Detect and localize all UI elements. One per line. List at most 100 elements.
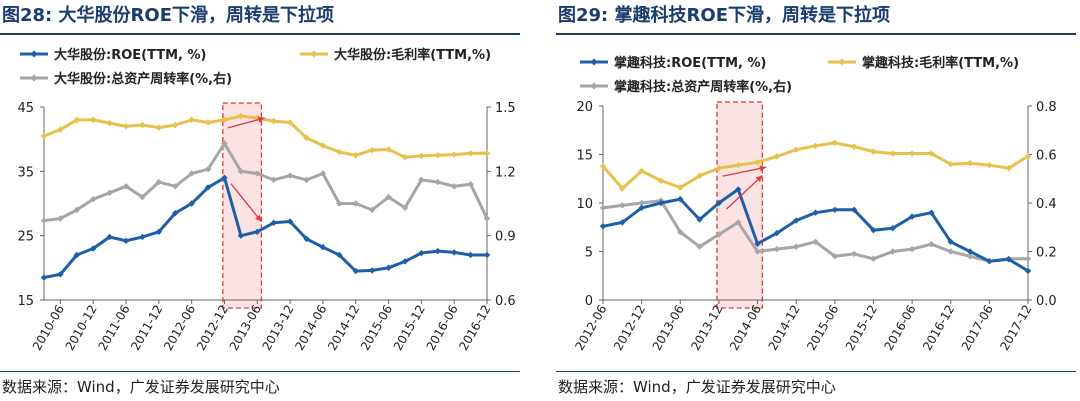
data-point (434, 178, 441, 186)
data-point (352, 267, 359, 275)
x-axis-tick-label: 2014-12 (766, 303, 803, 353)
data-point (204, 184, 212, 191)
x-axis-tick-label: 2017-06 (959, 303, 996, 353)
x-axis-tick-label: 2016-06 (424, 303, 461, 353)
left-axis-tick-label: 0 (585, 294, 593, 309)
data-point (889, 248, 896, 255)
left-axis-tick-label: 5 (585, 246, 593, 261)
data-point (286, 172, 294, 179)
data-point (947, 238, 954, 245)
data-point (773, 245, 781, 253)
data-point (122, 123, 130, 130)
title-divider (556, 33, 1076, 35)
data-point (139, 121, 146, 129)
data-point (599, 204, 607, 212)
legend-label: 大华股份:ROE(TTM, %) (54, 47, 206, 63)
legend-marker (590, 58, 598, 66)
data-point (434, 247, 441, 255)
data-point (352, 200, 359, 207)
data-point (966, 160, 974, 167)
data-point (106, 233, 113, 241)
data-point (1024, 255, 1032, 262)
data-point (122, 237, 130, 245)
data-point (450, 151, 458, 158)
legend-label: 掌趣科技:毛利率(TTM,%) (862, 55, 1019, 71)
title-divider (0, 33, 520, 35)
data-point (286, 218, 294, 225)
data-point (270, 117, 277, 125)
data-point (638, 167, 645, 175)
data-point (40, 274, 48, 281)
data-point (928, 209, 935, 216)
x-axis-tick-label: 2013-12 (260, 303, 297, 353)
data-point (812, 238, 819, 245)
data-point (188, 200, 195, 207)
data-point (90, 196, 97, 203)
data-point (368, 146, 376, 154)
data-point (106, 189, 113, 196)
left-axis-tick-label: 25 (17, 230, 34, 245)
data-point (155, 228, 163, 236)
data-point (418, 152, 425, 160)
data-point (812, 142, 819, 149)
data-point (336, 200, 343, 207)
data-point (638, 204, 645, 212)
x-axis-tick-label: 2011-12 (128, 303, 165, 353)
x-axis-tick-label: 2012-12 (194, 303, 231, 353)
x-axis-tick-label: 2013-06 (650, 303, 687, 353)
left-axis-tick-label: 35 (17, 165, 34, 180)
chart-panel-dahua: 图28: 大华股份ROE下滑，周转是下拉项 15 25 35 45 0.6 0.9 1.2 1… (0, 0, 520, 401)
roe-trend-arrow-head (255, 214, 262, 222)
data-point (73, 251, 81, 259)
data-point (303, 235, 310, 243)
data-source-note: 数据来源：Wind，广发证券发展研究中心 (2, 378, 280, 396)
gross-margin-trend-arrow-head (257, 116, 265, 123)
data-point (418, 249, 425, 257)
data-point (336, 148, 343, 156)
data-point (947, 161, 954, 168)
data-point (1024, 267, 1032, 275)
legend-marker (590, 82, 598, 90)
data-point (401, 204, 409, 211)
data-point (270, 219, 277, 226)
data-point (90, 245, 97, 252)
right-axis-tick-label: 0.4 (1036, 197, 1057, 212)
source-divider (0, 371, 520, 372)
data-point (1024, 153, 1032, 160)
legend-label: 掌趣科技:ROE(TTM, %) (614, 55, 766, 71)
data-point (57, 271, 64, 278)
data-point (319, 244, 327, 251)
data-point (139, 233, 146, 241)
roe-trend-arrow (230, 183, 262, 223)
left-axis-tick-label: 20 (576, 100, 593, 115)
data-point (483, 215, 491, 222)
data-point (850, 143, 858, 150)
right-axis-tick-label: 1.5 (495, 101, 516, 116)
data-point (908, 150, 916, 157)
right-axis-tick-label: 0.0 (1036, 294, 1057, 309)
data-point (450, 249, 458, 256)
data-source-note: 数据来源：Wind，广发证券发展研究中心 (558, 378, 836, 396)
series-line-0 (43, 176, 487, 279)
data-point (889, 150, 896, 157)
data-point (401, 153, 409, 161)
data-point (908, 245, 916, 253)
right-axis-tick-label: 0.6 (495, 294, 516, 309)
data-point (319, 170, 327, 177)
x-axis-tick-label: 2016-06 (881, 303, 918, 353)
series-line-1 (43, 114, 487, 159)
x-axis-tick-label: 2014-12 (325, 303, 362, 353)
figure-label: 图29: (558, 5, 609, 26)
data-point (237, 232, 245, 239)
data-point (172, 121, 179, 129)
gross-margin-trend-arrow (722, 166, 767, 177)
data-point (908, 213, 916, 220)
gross-margin-trend-arrow (227, 117, 265, 129)
series-line-1 (601, 141, 1029, 190)
x-axis-tick-label: 2015-12 (843, 303, 880, 353)
data-point (270, 176, 277, 184)
data-point (139, 193, 146, 201)
roe-trend-arrow (726, 174, 763, 210)
data-point (434, 152, 441, 159)
